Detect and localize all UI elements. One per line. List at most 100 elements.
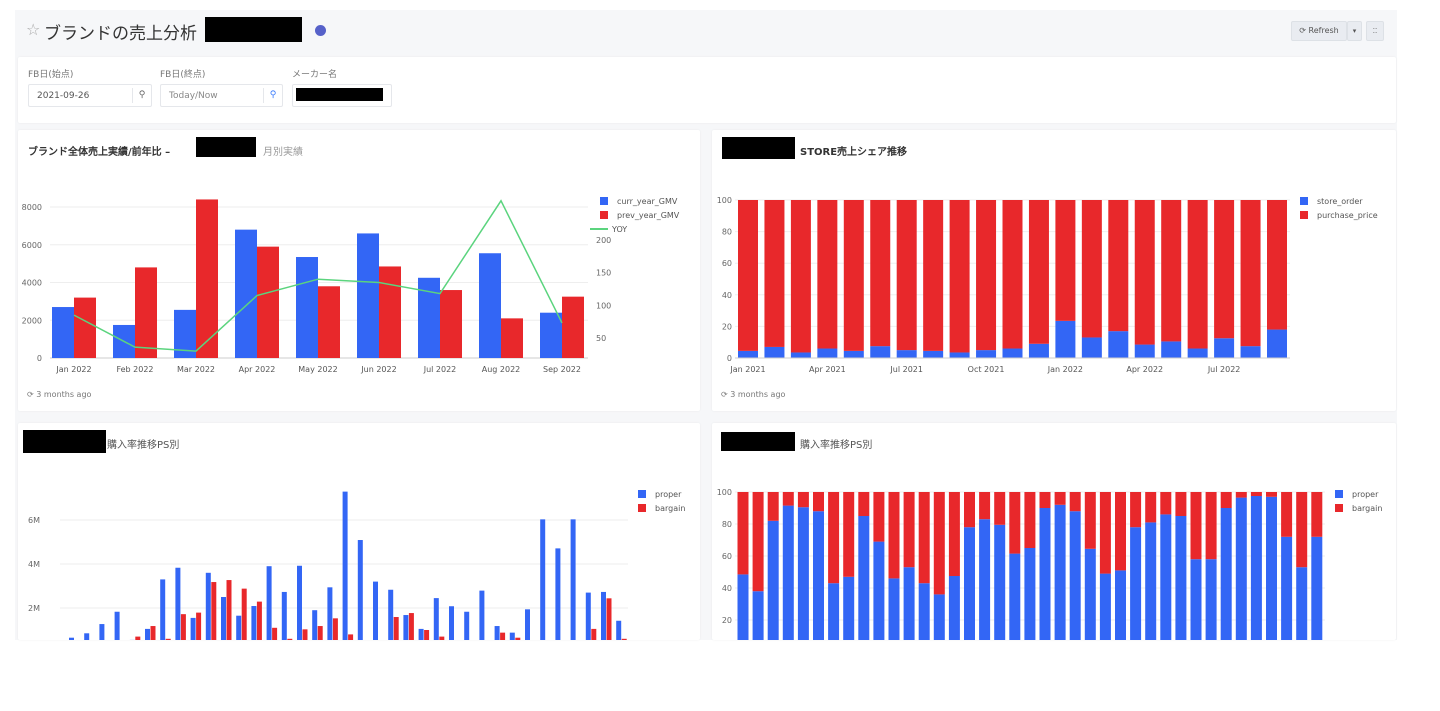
bar-bargain — [994, 492, 1006, 525]
bar-proper — [1039, 508, 1051, 640]
x-tick-label: May 2022 — [298, 365, 337, 374]
redacted-block — [23, 430, 106, 453]
favorite-star-icon[interactable]: ☆ — [26, 20, 41, 39]
y2-tick-label: 200 — [596, 236, 611, 245]
bar-bargain — [1009, 492, 1021, 554]
bar-proper — [964, 527, 975, 640]
dynamic-date-icon[interactable]: ⚲ — [132, 88, 151, 103]
caret-down-icon: ▾ — [1352, 27, 1357, 35]
bar-purchase_price — [896, 200, 917, 351]
bar-purchase_price — [1081, 200, 1102, 338]
widget-title[interactable]: STORE売上シェア推移 — [800, 147, 908, 158]
bar-bargain — [813, 492, 824, 512]
bar-proper — [145, 628, 150, 640]
bar-bargain — [150, 626, 156, 640]
last-updated: ⟳ 3 months ago — [27, 390, 91, 399]
bar-curr_year_GMV — [235, 229, 257, 358]
bar-proper — [221, 597, 226, 640]
legend-label: bargain — [655, 504, 685, 513]
bar-purchase_price — [1214, 200, 1235, 339]
bar-prev_year_GMV — [562, 296, 584, 358]
bar-curr_year_GMV — [357, 233, 379, 358]
bar-bargain — [272, 627, 278, 640]
bar-proper — [403, 615, 409, 640]
bar-proper — [843, 576, 855, 640]
redacted-block — [722, 137, 795, 159]
bar-bargain — [1145, 492, 1157, 523]
bar-bargain — [1205, 492, 1217, 560]
y-tick-label: 100 — [717, 196, 732, 205]
redacted-block — [296, 88, 383, 101]
bar-proper — [236, 615, 242, 640]
bar-store_order — [1240, 346, 1261, 358]
y-tick-label: 2000 — [22, 316, 42, 325]
refresh-button[interactable]: ⟳ Refresh — [1291, 21, 1347, 41]
legend-label: proper — [1352, 490, 1379, 499]
bar-bargain — [767, 492, 779, 521]
bar-bargain — [500, 632, 506, 640]
bar-prev_year_GMV — [318, 286, 340, 358]
bar-store_order — [1214, 338, 1235, 358]
bar-proper — [616, 620, 622, 640]
fullscreen-button[interactable]: ⁚⁚ — [1366, 21, 1384, 41]
bar-purchase_price — [870, 200, 891, 347]
bar-proper — [1235, 497, 1247, 640]
bar-purchase_price — [843, 200, 864, 351]
y-tick-label: 80 — [722, 520, 732, 529]
bar-bargain — [1084, 492, 1096, 549]
bar-bargain — [241, 588, 247, 640]
bar-bargain — [165, 638, 171, 640]
refresh-icon: ⟳ — [1299, 26, 1306, 35]
dynamic-date-icon[interactable]: ⚲ — [263, 88, 282, 103]
bar-bargain — [843, 492, 855, 577]
filter-label: FB日(始点) — [28, 70, 74, 80]
bar-proper — [84, 633, 90, 640]
bar-proper — [1296, 567, 1308, 640]
bar-store_order — [1028, 343, 1049, 358]
maker-name-select[interactable] — [292, 84, 392, 107]
bar-bargain — [1130, 492, 1142, 528]
bar-bargain — [211, 582, 217, 640]
last-updated-text: 3 months ago — [36, 390, 92, 399]
bar-proper — [540, 519, 546, 640]
y-tick-label: 0 — [37, 354, 42, 363]
bar-bargain — [1069, 492, 1081, 512]
bar-bargain — [196, 612, 202, 640]
bar-bargain — [1054, 492, 1066, 505]
bar-proper — [99, 624, 105, 640]
bar-proper — [888, 578, 900, 640]
bar-purchase_price — [738, 200, 758, 351]
legend-swatch — [1335, 504, 1343, 512]
legend-swatch — [600, 197, 608, 205]
bar-proper — [1190, 559, 1202, 640]
start-date-input[interactable]: 2021-09-26 ⚲ — [28, 84, 152, 107]
bar-purchase_price — [764, 200, 785, 347]
bar-proper — [509, 632, 515, 640]
bar-prev_year_GMV — [440, 290, 462, 358]
bar-store_order — [976, 350, 997, 358]
filter-label: FB日(終点) — [160, 70, 206, 80]
bar-bargain — [873, 492, 885, 542]
bar-proper — [494, 626, 500, 640]
bar-proper — [782, 505, 794, 640]
bar-proper — [251, 606, 257, 640]
legend-label: prev_year_GMV — [617, 211, 680, 220]
bar-prev_year_GMV — [196, 199, 218, 358]
widget-title[interactable]: 購入率推移PS別 — [107, 440, 180, 451]
widget-title[interactable]: ブランド全体売上実績/前年比 – — [28, 147, 171, 158]
bar-proper — [342, 491, 348, 640]
widget-title[interactable]: 購入率推移PS別 — [800, 440, 873, 451]
bar-proper — [555, 548, 561, 640]
bar-bargain — [752, 492, 764, 592]
bar-bargain — [979, 492, 991, 520]
refresh-dropdown-button[interactable]: ▾ — [1347, 21, 1362, 41]
legend-label: purchase_price — [1317, 211, 1378, 220]
bar-proper — [828, 583, 840, 640]
bar-purchase_price — [1108, 200, 1129, 332]
end-date-input[interactable]: Today/Now ⚲ — [160, 84, 283, 107]
bar-bargain — [135, 636, 141, 640]
info-badge-icon[interactable] — [315, 25, 326, 36]
bar-proper — [175, 567, 181, 640]
x-tick-label: Jan 2022 — [55, 365, 91, 374]
bar-store_order — [1267, 329, 1287, 358]
